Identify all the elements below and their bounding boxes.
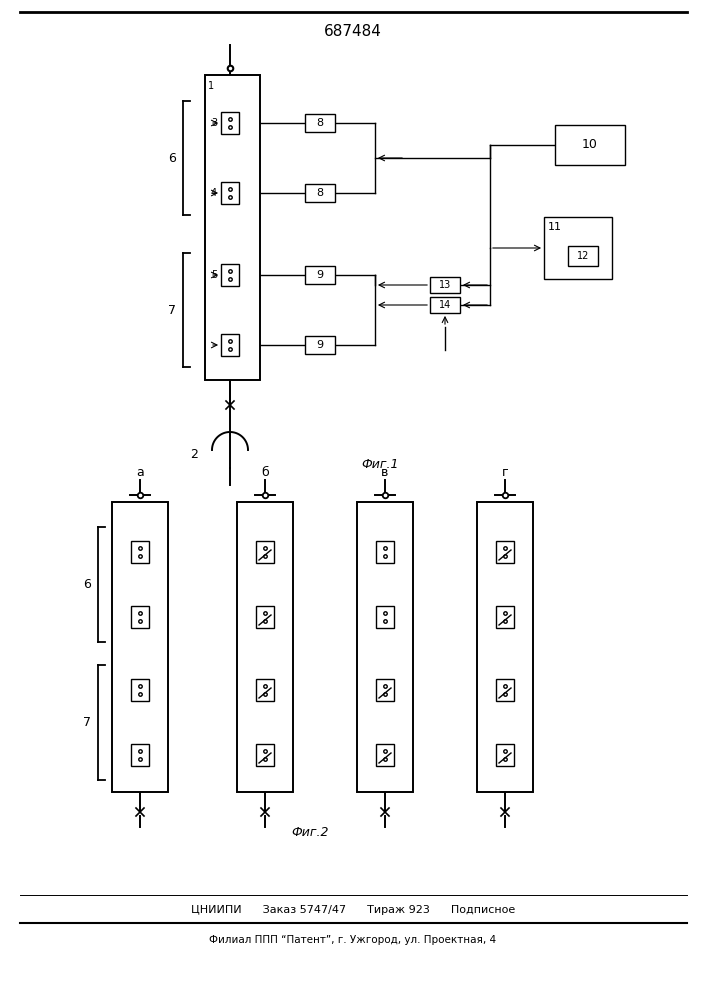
- Bar: [305, 336, 335, 354]
- Bar: [221, 334, 239, 356]
- Text: 8: 8: [317, 188, 324, 198]
- Bar: [131, 606, 149, 628]
- Bar: [496, 744, 514, 766]
- Text: 687484: 687484: [324, 24, 382, 39]
- Text: Фиг.2: Фиг.2: [291, 826, 329, 838]
- Text: а: а: [136, 466, 144, 479]
- Text: в: в: [381, 466, 389, 479]
- Text: Фиг.1: Фиг.1: [361, 458, 399, 472]
- Bar: [131, 679, 149, 701]
- Bar: [496, 606, 514, 628]
- Bar: [305, 266, 335, 284]
- Bar: [376, 744, 394, 766]
- Bar: [430, 277, 460, 293]
- Text: г: г: [502, 466, 508, 479]
- Text: 4: 4: [211, 188, 217, 198]
- Text: 1: 1: [208, 81, 214, 91]
- Text: ЦНИИПИ      Заказ 5747/47      Тираж 923      Подписное: ЦНИИПИ Заказ 5747/47 Тираж 923 Подписное: [191, 905, 515, 915]
- Bar: [237, 502, 293, 792]
- Bar: [221, 112, 239, 134]
- Text: 3: 3: [211, 118, 217, 128]
- Bar: [430, 297, 460, 313]
- Text: 11: 11: [548, 222, 562, 232]
- Text: 12: 12: [577, 251, 589, 261]
- Bar: [376, 679, 394, 701]
- Bar: [376, 541, 394, 563]
- Bar: [477, 502, 533, 792]
- Text: Филиал ППП “Патент”, г. Ужгород, ул. Проектная, 4: Филиал ППП “Патент”, г. Ужгород, ул. Про…: [209, 935, 496, 945]
- Text: 6: 6: [83, 578, 91, 591]
- Text: 14: 14: [439, 300, 451, 310]
- Bar: [131, 541, 149, 563]
- Bar: [305, 114, 335, 132]
- Text: 6: 6: [168, 151, 176, 164]
- Bar: [376, 606, 394, 628]
- Text: 5: 5: [211, 270, 217, 280]
- Text: 7: 7: [83, 716, 91, 729]
- Bar: [568, 246, 598, 266]
- Bar: [112, 502, 168, 792]
- Bar: [305, 184, 335, 202]
- Bar: [256, 679, 274, 701]
- Bar: [221, 182, 239, 204]
- Text: 2: 2: [190, 448, 198, 462]
- Bar: [555, 125, 625, 165]
- Bar: [131, 744, 149, 766]
- Text: б: б: [261, 466, 269, 479]
- Text: 7: 7: [168, 304, 176, 316]
- Text: 10: 10: [582, 138, 598, 151]
- Bar: [256, 541, 274, 563]
- Text: 9: 9: [317, 270, 324, 280]
- Bar: [256, 606, 274, 628]
- Bar: [205, 75, 260, 380]
- Text: 9: 9: [317, 340, 324, 350]
- Bar: [544, 217, 612, 279]
- Bar: [221, 264, 239, 286]
- Text: 8: 8: [317, 118, 324, 128]
- Bar: [357, 502, 413, 792]
- Bar: [496, 541, 514, 563]
- Text: 13: 13: [439, 280, 451, 290]
- Bar: [496, 679, 514, 701]
- Bar: [256, 744, 274, 766]
